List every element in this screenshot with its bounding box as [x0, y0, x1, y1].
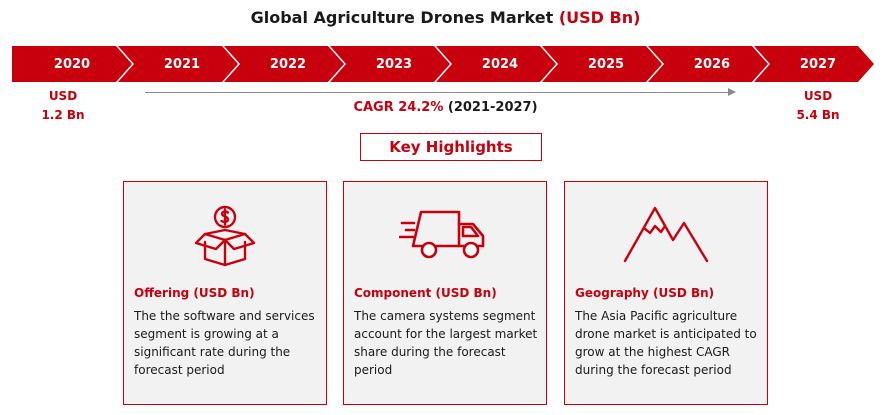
year-chevron-2027: 2027	[754, 46, 874, 82]
title-main: Global Agriculture Drones Market	[250, 8, 554, 27]
highlight-card-offering: Offering (USD Bn) The the software and s…	[123, 181, 327, 405]
start-value-label: USD	[48, 89, 78, 103]
year-chevron-2021: 2021	[118, 46, 238, 82]
key-highlights-heading: Key Highlights	[360, 133, 542, 161]
year-chevron-2022: 2022	[224, 46, 344, 82]
year-chevron-2020: 2020	[12, 46, 132, 82]
year-chevron-2024: 2024	[436, 46, 556, 82]
start-value-amount: 1.2 Bn	[41, 108, 85, 122]
card-title: Geography (USD Bn)	[575, 286, 715, 300]
cagr-text: CAGR 24.2% (2021-2027)	[0, 100, 891, 115]
cagr-arrowhead-icon	[728, 88, 736, 96]
title-unit: (USD Bn)	[558, 8, 641, 27]
delivery-truck-icon	[398, 204, 491, 268]
cagr-period: (2021-2027)	[447, 100, 538, 115]
card-title: Component (USD Bn)	[354, 286, 497, 300]
year-chevron-2026: 2026	[648, 46, 768, 82]
end-value: USD 5.4 Bn	[778, 87, 858, 125]
highlight-card-component: Component (USD Bn) The camera systems se…	[343, 181, 547, 405]
card-text: The camera systems segment account for t…	[354, 309, 538, 377]
highlight-card-geography: Geography (USD Bn) The Asia Pacific agri…	[564, 181, 768, 405]
year-timeline: 2020 2021 2022 2023 2024 2025 2026 2027	[12, 46, 876, 82]
start-value: USD 1.2 Bn	[23, 87, 103, 125]
mountain-icon	[621, 204, 711, 268]
cagr-label: CAGR 24.2%	[353, 100, 444, 115]
end-value-label: USD	[803, 89, 833, 103]
cagr-arrow-line	[145, 92, 730, 93]
card-text: The the software and services segment is…	[134, 309, 315, 377]
end-value-amount: 5.4 Bn	[796, 108, 840, 122]
money-box-icon	[192, 204, 258, 272]
page-title: Global Agriculture Drones Market (USD Bn…	[0, 8, 891, 27]
year-chevron-2023: 2023	[330, 46, 450, 82]
card-text: The Asia Pacific agriculture drone marke…	[575, 309, 757, 377]
card-title: Offering (USD Bn)	[134, 286, 255, 300]
year-chevron-2025: 2025	[542, 46, 662, 82]
